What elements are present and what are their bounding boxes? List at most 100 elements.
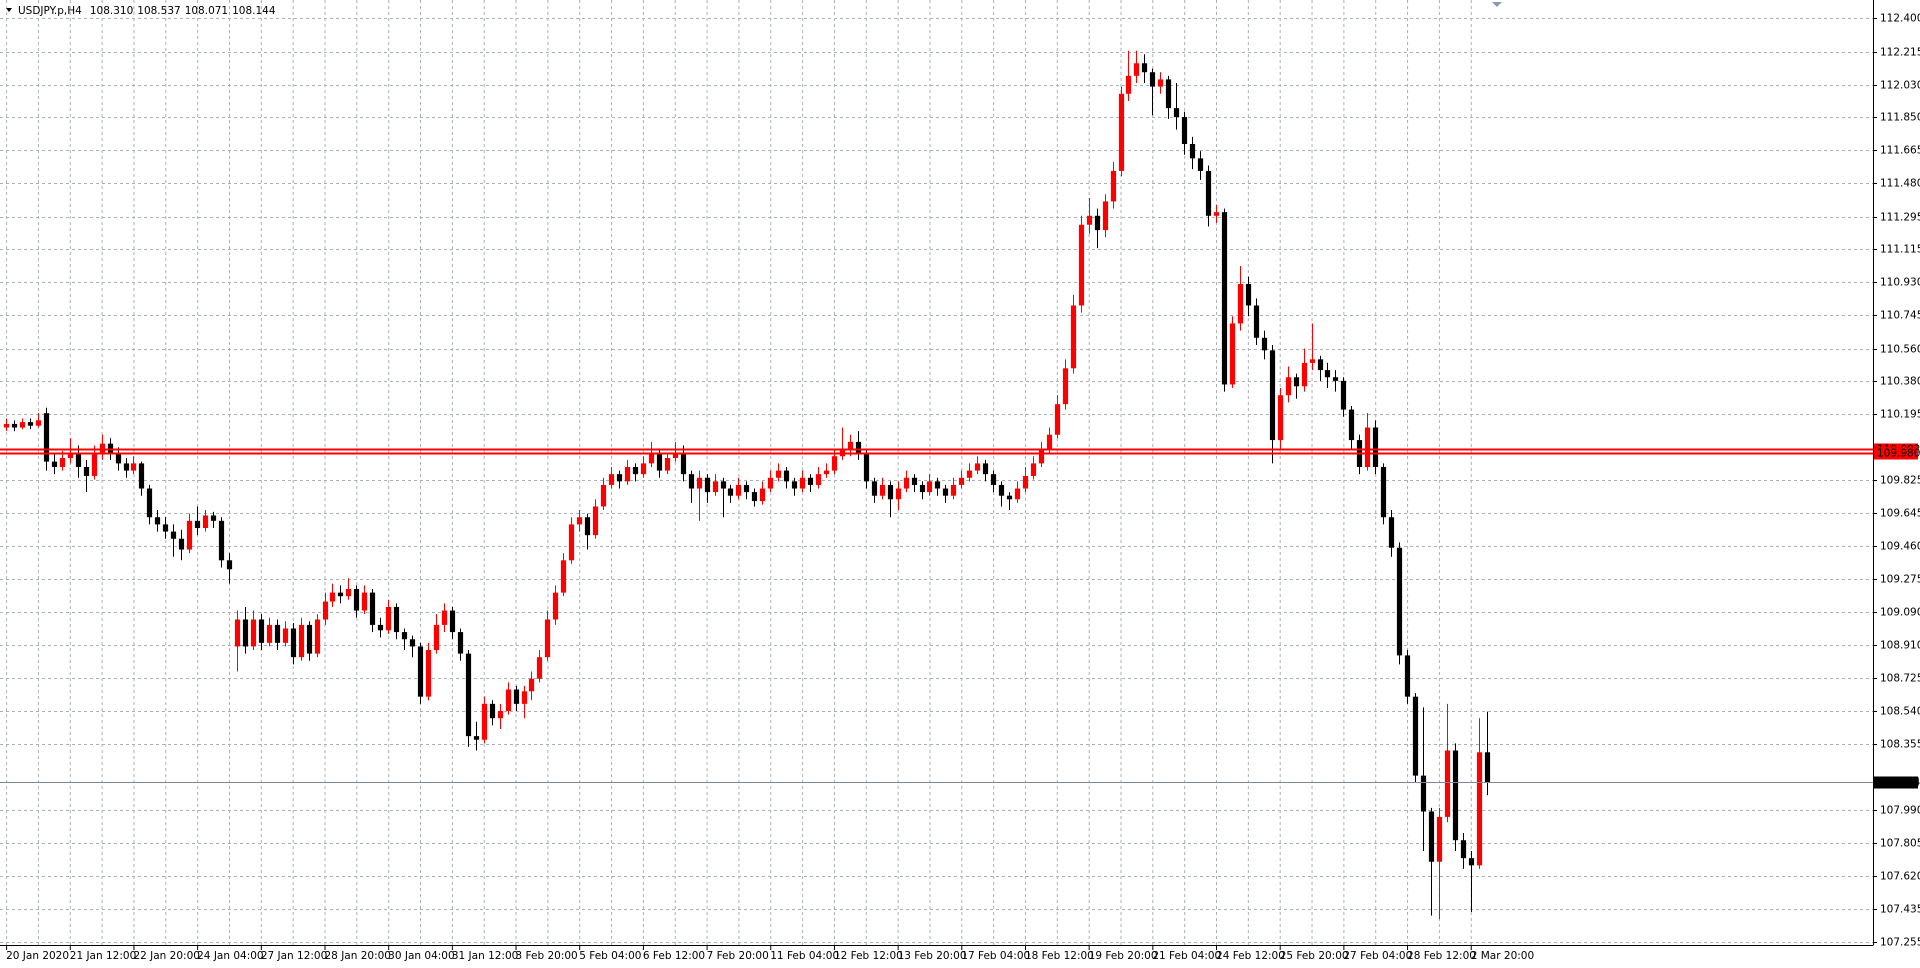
- candle-body: [481, 703, 488, 740]
- candle-body: [1030, 463, 1037, 476]
- price-label-box: [1874, 447, 1918, 460]
- candle-body: [759, 488, 766, 502]
- candle-body: [1245, 283, 1252, 306]
- candle-body: [863, 452, 870, 482]
- candle-body: [401, 632, 408, 640]
- x-tick-label: 24 Jan 04:00: [197, 950, 263, 962]
- candle-body: [600, 484, 607, 507]
- candle-body: [266, 624, 273, 643]
- header-value: 108.310: [90, 5, 133, 17]
- candle-body: [1213, 212, 1220, 216]
- candle-body: [735, 484, 742, 496]
- candle-body: [1348, 409, 1355, 441]
- y-tick-label: 111.850: [1880, 112, 1920, 124]
- candle-body: [847, 441, 854, 450]
- candle-body: [536, 657, 543, 679]
- x-tick-label: 30 Jan 04:00: [388, 950, 454, 962]
- candle-body: [799, 477, 806, 489]
- y-tick-label: 110.560: [1880, 344, 1920, 356]
- candle-body: [345, 589, 352, 597]
- y-tick-label: 108.910: [1880, 640, 1920, 652]
- candle-body: [1444, 750, 1451, 817]
- x-tick-label: 11 Feb 04:00: [770, 950, 839, 962]
- candle-body: [298, 624, 305, 658]
- candle-body: [942, 488, 949, 496]
- candle-body: [377, 624, 384, 631]
- y-tick-label: 112.030: [1880, 80, 1920, 92]
- candle-body: [1094, 215, 1101, 231]
- candle-body: [903, 477, 910, 489]
- candle-body: [727, 488, 734, 496]
- candle-body: [616, 474, 623, 482]
- candle-body: [457, 632, 464, 654]
- candle-body: [1277, 395, 1284, 441]
- candle-body: [115, 452, 122, 464]
- candle-body: [425, 650, 432, 697]
- price-label: 109.980: [1877, 448, 1920, 460]
- candle-body: [290, 628, 297, 658]
- candle-body: [783, 470, 790, 482]
- candle-body: [361, 592, 368, 611]
- candle-body: [680, 452, 687, 475]
- candle-body: [1078, 224, 1085, 306]
- x-tick-label: 20 Jan 2020: [6, 950, 69, 962]
- candle-body: [592, 506, 599, 536]
- candle-body: [282, 628, 289, 643]
- y-tick-label: 111.480: [1880, 178, 1920, 190]
- candle-body: [895, 488, 902, 500]
- candle-body: [1428, 811, 1435, 862]
- candle-body: [1006, 495, 1013, 500]
- candle-body: [1197, 158, 1204, 171]
- candle-body: [871, 481, 878, 496]
- candles: [3, 50, 1491, 920]
- candle-body: [1380, 466, 1387, 518]
- candle-body: [1364, 427, 1371, 467]
- candle-body: [1141, 63, 1148, 73]
- candle-body: [226, 560, 233, 570]
- candle-body: [688, 474, 695, 489]
- candle-body: [234, 619, 241, 647]
- candle-body: [528, 678, 535, 692]
- candle-body: [1181, 117, 1188, 145]
- candle-body: [1412, 696, 1419, 776]
- candle-body: [1014, 488, 1021, 500]
- candle-body: [656, 452, 663, 471]
- symbol-menu-arrow[interactable]: [6, 8, 12, 12]
- candle-body: [1229, 323, 1236, 385]
- x-tick-label: 28 Feb 12:00: [1407, 950, 1476, 962]
- candle-body: [608, 474, 615, 485]
- candle-body: [624, 466, 631, 482]
- candle-body: [513, 689, 520, 704]
- candle-body: [1054, 404, 1061, 435]
- candle-body: [75, 452, 82, 467]
- candle-body: [11, 423, 18, 428]
- candle-body: [1253, 305, 1260, 338]
- candle-body: [966, 470, 973, 478]
- candle-body: [505, 689, 512, 712]
- y-tick-label: 111.295: [1880, 212, 1920, 224]
- candle-body: [322, 601, 329, 620]
- x-tick-label: 2 Mar 20:00: [1471, 950, 1534, 962]
- candle-body: [258, 619, 265, 643]
- candle-body: [632, 466, 639, 475]
- candle-body: [1125, 75, 1132, 94]
- candle-body: [433, 624, 440, 651]
- header-value: 108.144: [232, 5, 276, 17]
- candle-body: [465, 653, 472, 737]
- candle-body: [1046, 434, 1053, 450]
- candle-body: [473, 736, 480, 740]
- candle-body: [998, 484, 1005, 496]
- candle-body: [1070, 305, 1077, 369]
- candle-body: [521, 691, 528, 704]
- x-tick-label: 27 Jan 12:00: [261, 950, 327, 962]
- x-tick-label: 25 Feb 20:00: [1280, 950, 1349, 962]
- candle-body: [696, 477, 703, 489]
- y-tick-label: 110.745: [1880, 310, 1920, 322]
- candle-body: [1452, 750, 1459, 841]
- candle-body: [879, 484, 886, 496]
- candle-body: [1436, 816, 1443, 862]
- y-tick-label: 107.620: [1880, 871, 1920, 883]
- candle-body: [1157, 79, 1164, 87]
- candle-body: [337, 592, 344, 597]
- x-tick-label: 24 Feb 12:00: [1216, 950, 1285, 962]
